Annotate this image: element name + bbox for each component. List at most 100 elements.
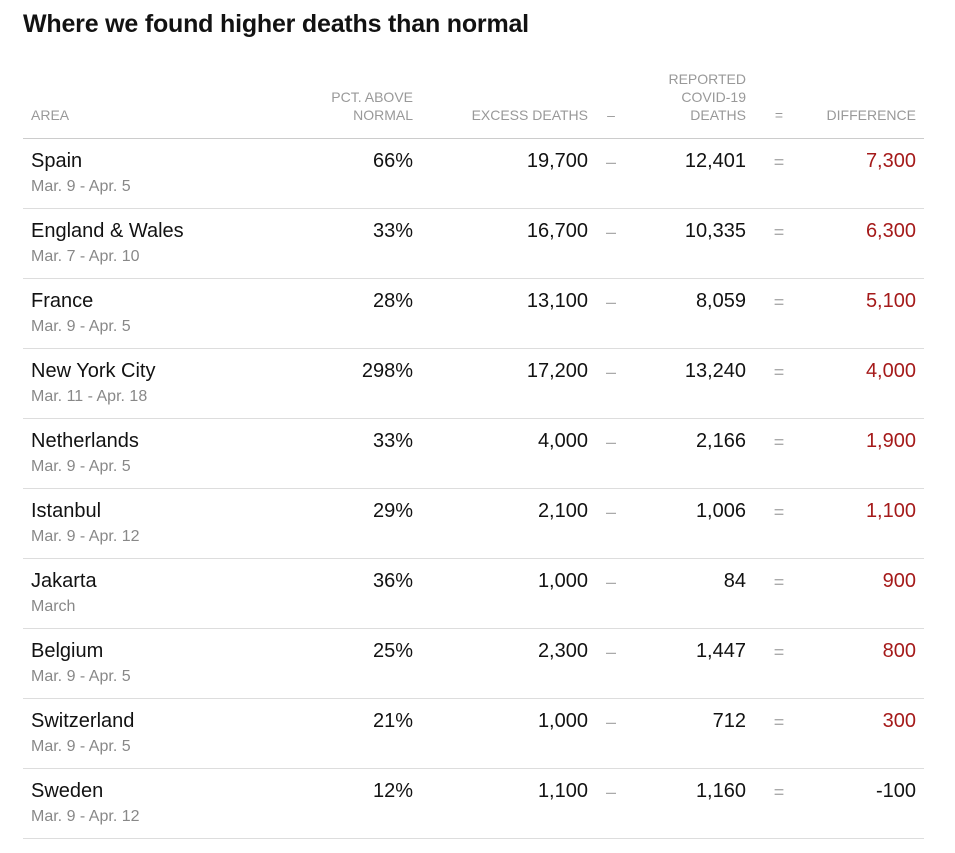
cell-pct-above-normal: 33%: [313, 208, 421, 279]
cell-excess-deaths: 2,100: [421, 488, 596, 559]
cell-difference: 6,300: [804, 208, 924, 279]
cell-pct-above-normal: 25%: [313, 628, 421, 699]
header-reported-line2: COVID-19: [681, 89, 746, 105]
cell-difference: 7,300: [804, 138, 924, 209]
table-row: Sweden Mar. 9 - Apr. 12 12% 1,100–1,160 = -10…: [23, 768, 924, 839]
minus-operator: –: [596, 348, 626, 419]
cell-area: Switzerland Mar. 9 - Apr. 5: [23, 698, 313, 769]
cell-excess-deaths: 1,000: [421, 558, 596, 629]
cell-pct-above-normal: 21%: [313, 698, 421, 769]
area-date-range: Mar. 7 - Apr. 10: [31, 248, 140, 265]
table-row: Belgium Mar. 9 - Apr. 5 25% 2,300–1,447 = 800: [23, 628, 924, 699]
header-equals: =: [754, 62, 804, 139]
table-row: Istanbul Mar. 9 - Apr. 12 29% 2,100–1,006 = 1…: [23, 488, 924, 559]
cell-reported-covid-deaths: 2,166: [626, 418, 754, 489]
table-row: Netherlands Mar. 9 - Apr. 5 33% 4,000–2,166…: [23, 418, 924, 489]
cell-excess-deaths: 1,100: [421, 768, 596, 839]
equals-operator: =: [754, 138, 804, 209]
table-header-row: AREA PCT. ABOVE NORMAL EXCESS DEATHS – R…: [23, 62, 924, 139]
equals-operator: =: [754, 278, 804, 349]
cell-pct-above-normal: 36%: [313, 558, 421, 629]
cell-reported-covid-deaths: 10,335: [626, 208, 754, 279]
area-name: Switzerland: [31, 710, 135, 732]
cell-area: England & Wales Mar. 7 - Apr. 10: [23, 208, 313, 279]
cell-reported-covid-deaths: 1,006: [626, 488, 754, 559]
cell-difference: 800: [804, 628, 924, 699]
area-name: Netherlands: [31, 430, 139, 452]
equals-operator: =: [754, 628, 804, 699]
header-pct-line2: NORMAL: [353, 107, 413, 123]
area-date-range: Mar. 9 - Apr. 12: [31, 808, 140, 825]
table-row: Spain Mar. 9 - Apr. 5 66% 19,700–12,401 = 7,3…: [23, 138, 924, 209]
minus-operator: –: [596, 558, 626, 629]
area-date-range: Mar. 9 - Apr. 5: [31, 318, 131, 335]
equals-operator: =: [754, 418, 804, 489]
cell-area: New York City Mar. 11 - Apr. 18: [23, 348, 313, 419]
area-date-range: Mar. 11 - Apr. 18: [31, 388, 148, 405]
cell-excess-deaths: 17,200: [421, 348, 596, 419]
cell-pct-above-normal: 298%: [313, 348, 421, 419]
cell-reported-covid-deaths: 12,401: [626, 138, 754, 209]
cell-excess-deaths: 13,100: [421, 278, 596, 349]
header-reported-line1: REPORTED: [668, 71, 746, 87]
header-area: AREA: [23, 62, 313, 139]
area-name: Sweden: [31, 780, 104, 802]
header-excess-deaths: EXCESS DEATHS: [421, 62, 596, 139]
area-date-range: Mar. 9 - Apr. 12: [31, 528, 140, 545]
cell-area: Netherlands Mar. 9 - Apr. 5: [23, 418, 313, 489]
header-reported-line3: DEATHS: [690, 107, 746, 123]
area-date-range: Mar. 9 - Apr. 5: [31, 458, 131, 475]
area-name: New York City: [31, 360, 156, 382]
cell-area: Belgium Mar. 9 - Apr. 5: [23, 628, 313, 699]
equals-operator: =: [754, 768, 804, 839]
minus-operator: –: [596, 488, 626, 559]
cell-difference: -100: [804, 768, 924, 839]
equals-operator: =: [754, 348, 804, 419]
table-row: France Mar. 9 - Apr. 5 28% 13,100–8,059 = 5,1…: [23, 278, 924, 349]
cell-excess-deaths: 16,700: [421, 208, 596, 279]
area-name: England & Wales: [31, 220, 184, 242]
cell-difference: 900: [804, 558, 924, 629]
minus-operator: –: [596, 698, 626, 769]
cell-reported-covid-deaths: 13,240: [626, 348, 754, 419]
cell-pct-above-normal: 12%: [313, 768, 421, 839]
chart-title: Where we found higher deaths than normal: [23, 10, 529, 38]
header-pct-above-normal: PCT. ABOVE NORMAL: [313, 62, 421, 139]
cell-pct-above-normal: 33%: [313, 418, 421, 489]
cell-difference: 1,100: [804, 488, 924, 559]
cell-difference: 1,900: [804, 418, 924, 489]
area-date-range: Mar. 9 - Apr. 5: [31, 738, 131, 755]
cell-area: Spain Mar. 9 - Apr. 5: [23, 138, 313, 209]
area-date-range: March: [31, 598, 76, 615]
equals-operator: =: [754, 558, 804, 629]
cell-difference: 4,000: [804, 348, 924, 419]
minus-operator: –: [596, 208, 626, 279]
cell-reported-covid-deaths: 8,059: [626, 278, 754, 349]
cell-reported-covid-deaths: 1,160: [626, 768, 754, 839]
cell-area: Istanbul Mar. 9 - Apr. 12: [23, 488, 313, 559]
header-difference: DIFFERENCE: [804, 62, 924, 139]
area-name: Spain: [31, 150, 83, 172]
cell-pct-above-normal: 28%: [313, 278, 421, 349]
area-date-range: Mar. 9 - Apr. 5: [31, 668, 131, 685]
cell-reported-covid-deaths: 1,447: [626, 628, 754, 699]
cell-area: Sweden Mar. 9 - Apr. 12: [23, 768, 313, 839]
table-row: New York City Mar. 11 - Apr. 18 298% 17,200…: [23, 348, 924, 419]
cell-pct-above-normal: 66%: [313, 138, 421, 209]
header-pct-line1: PCT. ABOVE: [331, 89, 413, 105]
cell-excess-deaths: 2,300: [421, 628, 596, 699]
area-name: Istanbul: [31, 500, 102, 522]
equals-operator: =: [754, 488, 804, 559]
cell-reported-covid-deaths: 84: [626, 558, 754, 629]
minus-operator: –: [596, 278, 626, 349]
header-minus: –: [596, 62, 626, 139]
cell-difference: 300: [804, 698, 924, 769]
area-date-range: Mar. 9 - Apr. 5: [31, 178, 131, 195]
header-reported-covid-deaths: REPORTED COVID-19 DEATHS: [626, 62, 754, 139]
minus-operator: –: [596, 628, 626, 699]
area-name: Belgium: [31, 640, 104, 662]
cell-excess-deaths: 19,700: [421, 138, 596, 209]
cell-excess-deaths: 1,000: [421, 698, 596, 769]
area-name: Jakarta: [31, 570, 97, 592]
